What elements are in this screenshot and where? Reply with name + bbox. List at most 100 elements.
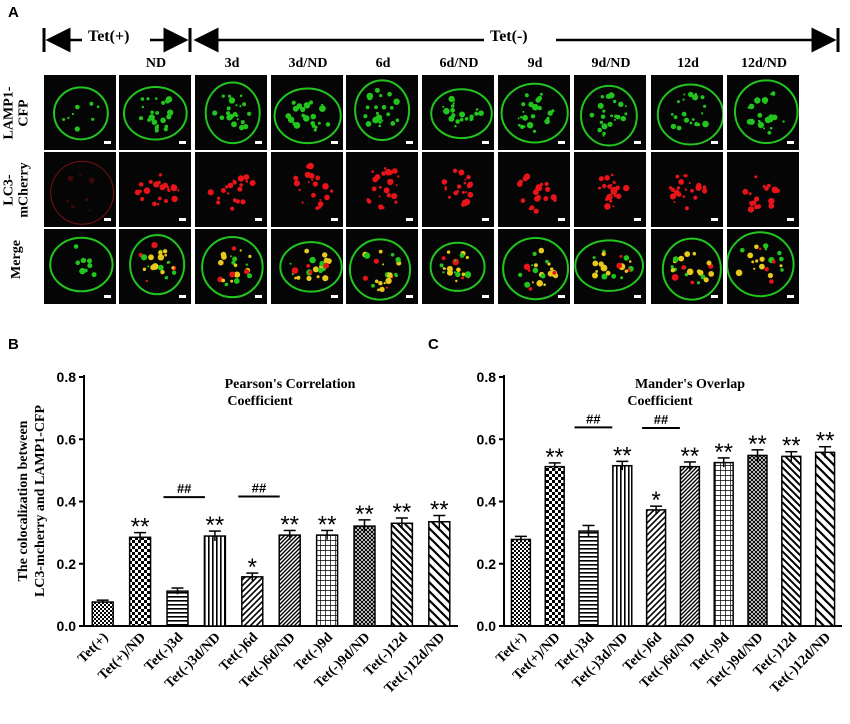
- bar-Tet(-)3d/ND: [612, 464, 633, 627]
- significance-label: **: [613, 442, 632, 469]
- micrograph-green: [573, 74, 647, 151]
- scale-bar: [179, 295, 186, 298]
- row-label-line1: Merge: [9, 240, 24, 279]
- scale-bar: [711, 295, 718, 298]
- category-label: Tet(-)12d/ND: [382, 630, 448, 696]
- micrograph-red: [43, 151, 117, 228]
- significance-label: **: [393, 499, 412, 526]
- bar-Tet(-)3d: [166, 590, 189, 627]
- panel-b-letter: B: [8, 336, 19, 353]
- y-tick-label: 0.2: [57, 556, 77, 572]
- scale-bar: [482, 141, 489, 144]
- category-label: Tet(-)3d: [142, 630, 186, 674]
- micrograph-green: [650, 74, 724, 151]
- bar-Tet(-)9d: [315, 534, 339, 627]
- bar-Tet(-)9d/ND: [747, 454, 768, 627]
- category-label: Tet(+): [75, 630, 111, 666]
- scale-bar: [179, 218, 186, 221]
- micrograph-merge: [726, 228, 800, 305]
- scale-bar: [787, 141, 794, 144]
- row-label: LAMP1- CFP: [2, 75, 32, 152]
- significance-label: *: [651, 487, 660, 514]
- chart-title-line2: Coefficient: [227, 394, 293, 409]
- row-label: Merge: [9, 221, 24, 298]
- panel-a-header-arrows: [42, 27, 840, 53]
- significance-label: *: [248, 554, 257, 581]
- scale-bar: [634, 295, 641, 298]
- scale-bar: [558, 141, 565, 144]
- chart-manders: 0.0 0.2 0.4 0.6 0.8 Mander's Overlap Coefficie…: [477, 369, 842, 697]
- scale-bar: [634, 141, 641, 144]
- scale-bar: [331, 141, 338, 144]
- y-tick-label: 0.6: [57, 431, 77, 447]
- bar-Tet(+): [91, 601, 114, 627]
- significance-label: **: [280, 511, 299, 538]
- bracket-label: ##: [654, 412, 669, 427]
- category-label: Tet(-)3d/ND: [162, 630, 223, 691]
- category-label: Tet(-)3d: [553, 630, 597, 674]
- significance-label: **: [318, 511, 337, 538]
- scale-bar: [406, 295, 413, 298]
- scale-bar: [482, 218, 489, 221]
- micrograph-green: [497, 74, 571, 151]
- micrograph-merge: [650, 228, 724, 305]
- category-label: Tet(+)/ND: [510, 630, 563, 683]
- category-label: Tet(-)6d: [621, 630, 665, 674]
- micrograph-red: [194, 151, 268, 228]
- row-label-line1: LC3-: [1, 174, 17, 206]
- micrograph-green: [118, 74, 192, 151]
- micrograph-merge: [118, 228, 192, 305]
- category-label: Tet(-)6d/ND: [237, 630, 298, 691]
- micrograph-green: [270, 74, 344, 151]
- micrograph-green: [194, 74, 268, 151]
- scale-bar: [104, 295, 111, 298]
- scale-bar: [179, 141, 186, 144]
- micrograph-merge: [421, 228, 495, 305]
- scale-bar: [255, 141, 262, 144]
- micrograph-green: [726, 74, 800, 151]
- category-label: Tet(-)9d/ND: [312, 630, 373, 691]
- chart-title-line2: Coefficient: [627, 394, 693, 409]
- category-label: Tet(+): [494, 630, 530, 666]
- scale-bar: [331, 218, 338, 221]
- scale-bar: [558, 218, 565, 221]
- bracket-label: ##: [586, 411, 601, 426]
- significance-label: **: [355, 501, 374, 528]
- category-label: Tet(-)12d: [361, 630, 410, 679]
- column-label: 9d: [527, 56, 543, 71]
- bar-Tet(-)3d: [578, 530, 599, 627]
- category-label: Tet(-)9d: [292, 630, 336, 674]
- tet-pos-header: Tet(+): [88, 28, 130, 45]
- micrograph-merge: [497, 228, 571, 305]
- bar-Tet(+): [510, 538, 532, 627]
- significance-label: **: [430, 497, 449, 524]
- scale-bar: [634, 218, 641, 221]
- significance-label: **: [131, 514, 150, 541]
- bar-Tet(+)/ND: [128, 536, 152, 627]
- bar-Tet(-)6d: [241, 576, 264, 627]
- category-label: Tet(-)6d: [217, 630, 261, 674]
- category-label: Tet(+)/ND: [96, 630, 149, 683]
- scale-bar: [255, 218, 262, 221]
- panel-b-ylabel: The colocalization between LC3-mcherry a…: [15, 351, 49, 651]
- micrograph-merge: [270, 228, 344, 305]
- y-tick-label: 0.0: [477, 618, 497, 634]
- scale-bar: [331, 295, 338, 298]
- bar-Tet(-)6d: [645, 509, 667, 627]
- micrograph-merge: [573, 228, 647, 305]
- scale-bar: [711, 218, 718, 221]
- scale-bar: [558, 295, 565, 298]
- y-tick-label: 0.2: [477, 556, 497, 572]
- significance-label: **: [714, 439, 733, 466]
- category-label: Tet(-)12d: [751, 630, 800, 679]
- column-label: 3d: [224, 56, 240, 71]
- bar-Tet(-)3d/ND: [203, 535, 227, 627]
- micrograph-red: [497, 151, 571, 228]
- column-label: 12d/ND: [741, 56, 787, 71]
- scale-bar: [406, 141, 413, 144]
- scale-bar: [104, 141, 111, 144]
- bar-Tet(-)9d/ND: [353, 525, 376, 627]
- micrograph-red: [726, 151, 800, 228]
- micrograph-green: [43, 74, 117, 151]
- category-label: Tet(-)3d/ND: [570, 630, 631, 691]
